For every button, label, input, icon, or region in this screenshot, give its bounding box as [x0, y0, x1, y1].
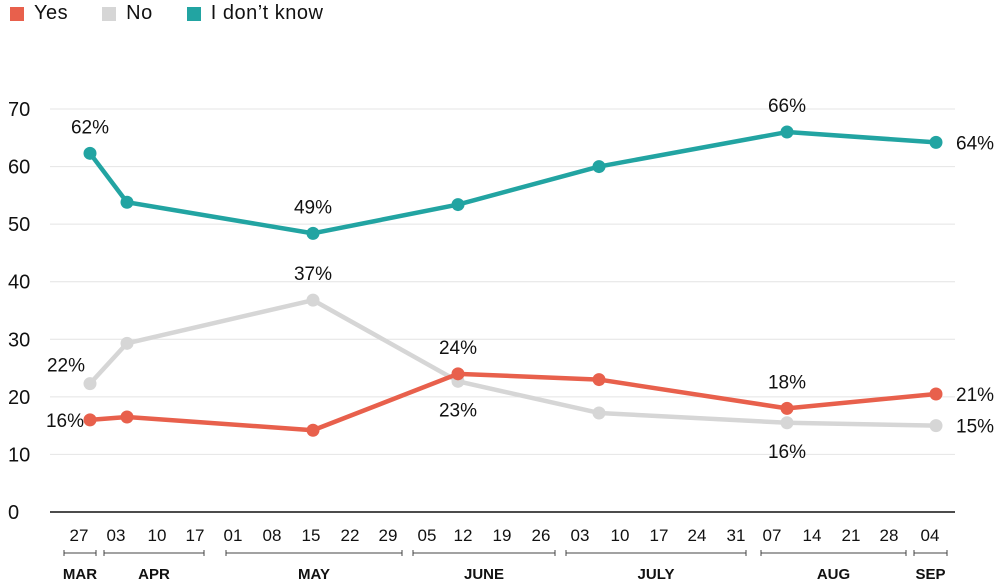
x-tick-label: 22: [341, 526, 360, 545]
data-label: 66%: [768, 96, 806, 117]
y-tick-label: 60: [8, 157, 30, 179]
data-point: [120, 410, 134, 424]
data-point: [83, 413, 97, 427]
x-tick-label: 04: [921, 526, 940, 545]
data-point: [780, 401, 794, 415]
data-label: 37%: [294, 264, 332, 285]
gridlines: [50, 108, 955, 513]
data-label: 49%: [294, 197, 332, 218]
y-tick-label: 50: [8, 214, 30, 236]
x-tick-label: 05: [418, 526, 437, 545]
data-label: 18%: [768, 372, 806, 393]
x-tick-label: 15: [302, 526, 321, 545]
data-point: [451, 367, 465, 381]
y-tick-label: 20: [8, 387, 30, 409]
data-point: [306, 293, 320, 307]
x-tick-label: 03: [107, 526, 126, 545]
legend-label-dont-know: I don’t know: [210, 2, 324, 24]
data-point: [929, 419, 943, 433]
month-label: APR: [138, 566, 170, 583]
month-axis: MAR APR MAY JUNE JULY AUG SEP: [63, 550, 948, 583]
legend-item-yes[interactable]: Yes: [10, 2, 68, 25]
y-tick-label: 40: [8, 272, 30, 294]
x-tick-label: 01: [224, 526, 243, 545]
x-tick-label: 10: [611, 526, 630, 545]
legend-label-yes: Yes: [34, 2, 69, 24]
legend-swatch-no: [102, 6, 117, 21]
data-point: [120, 336, 134, 350]
month-label: JULY: [638, 566, 675, 583]
data-label: 62%: [71, 117, 109, 138]
x-tick-label: 03: [571, 526, 590, 545]
legend-item-dont-know[interactable]: I don’t know: [186, 2, 324, 25]
data-label: 23%: [439, 400, 477, 421]
x-tick-label: 12: [454, 526, 473, 545]
x-tick-label: 31: [727, 526, 746, 545]
data-label: 16%: [46, 411, 84, 432]
x-tick-label: 17: [650, 526, 669, 545]
x-tick-label: 21: [842, 526, 861, 545]
data-point: [780, 125, 794, 139]
data-point: [592, 160, 606, 174]
data-point: [929, 387, 943, 401]
data-point: [83, 377, 97, 391]
data-label: 21%: [956, 385, 994, 406]
x-tick-label: 10: [148, 526, 167, 545]
legend-swatch-yes: [10, 6, 24, 21]
x-tick-label: 27: [70, 526, 89, 545]
data-label: 22%: [47, 356, 85, 377]
legend-item-no[interactable]: No: [102, 2, 153, 25]
month-label: MAY: [298, 566, 330, 583]
x-tick-label: 28: [880, 526, 899, 545]
month-label: SEP: [915, 566, 945, 583]
x-tick-label: 29: [379, 526, 398, 545]
x-tick-label: 07: [763, 526, 782, 545]
series-i-don-t-know: 62% 49% 66% 64%: [71, 96, 994, 240]
data-label: 15%: [956, 417, 994, 438]
legend: Yes No I don’t know: [10, 2, 357, 25]
y-axis-labels: 0 10 20 30 40 50 60 70: [8, 99, 30, 524]
series-yes: 16% 24% 18% 21%: [46, 338, 994, 437]
data-label: 24%: [439, 338, 477, 359]
month-label: JUNE: [464, 566, 504, 583]
data-point: [306, 423, 320, 437]
data-point: [592, 406, 606, 420]
x-tick-label: 19: [493, 526, 512, 545]
series-no: 22% 37% 23% 16% 15%: [47, 264, 994, 463]
x-tick-label: 14: [803, 526, 822, 545]
legend-label-no: No: [126, 2, 153, 24]
data-point: [83, 146, 97, 160]
x-tick-label: 08: [263, 526, 282, 545]
legend-swatch-dont-know: [186, 6, 201, 21]
month-label: AUG: [817, 566, 850, 583]
series-line: [87, 129, 939, 236]
data-point: [780, 416, 794, 430]
data-point: [929, 135, 943, 149]
data-point: [306, 226, 320, 240]
y-tick-label: 0: [8, 502, 19, 524]
x-axis-labels: 27 03 10 17 01 08 15 22 29 05 12 19 26 03 10 17 24 31 07 14…: [70, 526, 940, 545]
y-tick-label: 70: [8, 99, 30, 121]
y-tick-label: 10: [8, 444, 30, 466]
data-label: 64%: [956, 133, 994, 154]
data-label: 16%: [768, 442, 806, 463]
x-tick-label: 17: [186, 526, 205, 545]
data-point: [592, 373, 606, 387]
month-label: MAR: [63, 566, 97, 583]
x-tick-label: 26: [532, 526, 551, 545]
data-point: [451, 198, 465, 212]
data-point: [120, 195, 134, 209]
y-tick-label: 30: [8, 329, 30, 351]
x-tick-label: 24: [688, 526, 707, 545]
